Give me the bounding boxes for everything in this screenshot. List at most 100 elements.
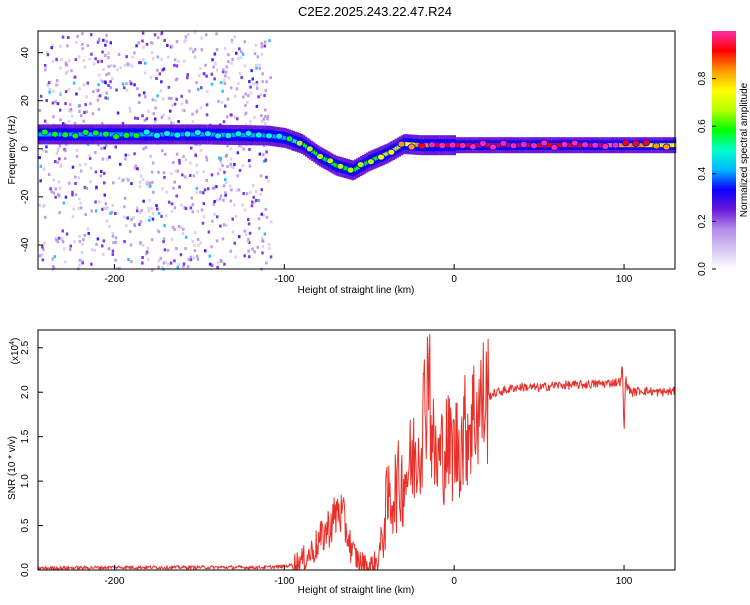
noise-cell	[162, 171, 166, 175]
noise-cell	[235, 87, 239, 91]
noise-cell	[195, 163, 198, 167]
noise-cell	[213, 77, 216, 81]
ridge-core	[445, 143, 448, 148]
noise-cell	[41, 245, 44, 249]
noise-cell	[182, 155, 185, 158]
noise-cell	[139, 220, 143, 224]
noise-cell	[259, 174, 263, 178]
noise-cell	[148, 181, 151, 185]
noise-cell	[86, 227, 90, 231]
noise-cell	[55, 83, 58, 87]
noise-cell	[265, 175, 268, 179]
snr-y-tick-label: 0.5	[20, 518, 31, 532]
noise-cell	[61, 237, 64, 241]
noise-cell	[211, 219, 214, 223]
ridge-core	[498, 143, 501, 148]
snr-scale-label: (x104)	[9, 338, 21, 365]
noise-cell	[51, 101, 55, 105]
noise-cell	[173, 206, 177, 210]
noise-cell	[213, 212, 216, 216]
noise-cell	[211, 58, 214, 62]
noise-cell	[184, 35, 188, 39]
noise-cell	[52, 191, 56, 195]
noise-cell	[151, 180, 154, 184]
noise-cell	[264, 108, 267, 112]
ridge-blob	[81, 128, 90, 136]
noise-cell	[173, 58, 177, 62]
noise-cell	[74, 58, 78, 62]
noise-cell	[159, 89, 163, 93]
snr-scale-close: )	[10, 338, 21, 341]
noise-cell	[97, 73, 101, 77]
ridge-core	[476, 143, 479, 148]
ridge-blob	[356, 161, 365, 169]
noise-cell	[141, 261, 144, 265]
noise-cell	[169, 261, 173, 265]
noise-cell	[133, 83, 136, 87]
noise-cell	[69, 109, 73, 113]
noise-cell	[264, 158, 268, 162]
ridge-core	[190, 132, 194, 137]
noise-cell	[245, 192, 249, 196]
noise-cell	[176, 266, 179, 270]
colorbar-tick-label: 0.8	[697, 71, 708, 85]
noise-cell	[198, 74, 201, 78]
noise-cell	[111, 231, 114, 235]
noise-cell	[44, 68, 47, 72]
noise-cell	[213, 200, 216, 203]
noise-cell	[109, 80, 112, 84]
noise-cell	[93, 248, 97, 252]
noise-cell	[260, 52, 264, 56]
ridge-core	[425, 143, 428, 148]
noise-cell	[103, 207, 106, 210]
noise-cell	[219, 194, 223, 198]
noise-cell	[154, 99, 157, 102]
noise-cell	[110, 210, 114, 214]
noise-cell	[163, 224, 166, 228]
noise-cell	[152, 190, 155, 194]
noise-cell	[145, 180, 149, 184]
noise-cell	[129, 81, 133, 85]
noise-cell	[123, 215, 126, 219]
spectrogram-y-tick-label: 40	[20, 47, 31, 59]
noise-cell	[230, 113, 233, 117]
noise-cell	[75, 92, 78, 96]
noise-cell	[229, 157, 233, 161]
noise-cell	[245, 232, 248, 236]
noise-cell	[107, 72, 111, 76]
noise-cell	[75, 148, 79, 152]
noise-cell	[126, 216, 129, 220]
noise-cell	[190, 146, 193, 150]
noise-cell	[81, 242, 84, 246]
noise-cell	[158, 72, 162, 76]
noise-cell	[100, 170, 103, 173]
noise-cell	[46, 53, 50, 57]
noise-cell	[260, 119, 264, 123]
noise-cell	[254, 190, 258, 193]
noise-cell	[210, 82, 214, 86]
noise-cell	[114, 258, 117, 262]
noise-cell	[207, 230, 211, 234]
noise-cell	[119, 162, 122, 166]
noise-cell	[207, 187, 210, 191]
spectrogram-y-label: Frequency (Hz)	[7, 116, 18, 185]
noise-cell	[195, 110, 198, 114]
noise-cell	[231, 217, 234, 221]
noise-cell	[224, 104, 227, 108]
snr-y-ticks: 0.0 0.5 1.0 1.5 2.0 2.5	[20, 340, 43, 577]
ridge-core	[80, 132, 83, 137]
noise-cell	[136, 87, 139, 91]
noise-cell	[108, 155, 111, 159]
noise-cell	[224, 47, 227, 51]
snr-y-tick-label: 1.0	[20, 474, 31, 488]
noise-cell	[59, 91, 62, 95]
ridge-core	[252, 133, 255, 138]
noise-cell	[215, 185, 218, 189]
ridge-core	[455, 143, 459, 148]
noise-cell	[176, 169, 180, 173]
noise-cell	[173, 259, 176, 263]
noise-cell	[151, 98, 155, 102]
noise-cell	[173, 63, 176, 67]
ridge-blob	[601, 142, 610, 150]
